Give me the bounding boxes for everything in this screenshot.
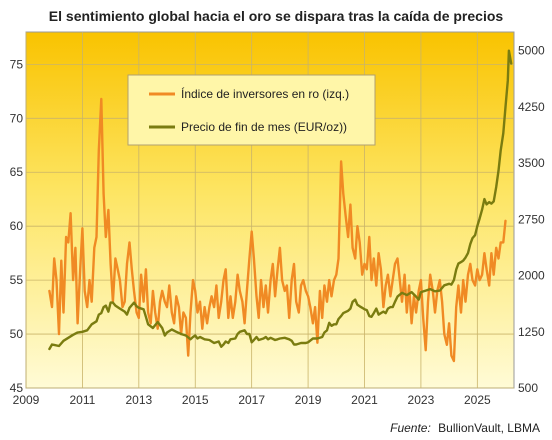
left-tick-label: 55 <box>10 273 24 287</box>
right-tick-label: 3500 <box>518 156 545 170</box>
x-axis: 2009 2011 2013 2015 2017 2019 2021 2023 2025 <box>13 393 491 407</box>
source-text: BullionVault, LBMA <box>438 421 540 435</box>
legend-label-olive: Precio de fin de mes (EUR/oz)) <box>181 120 347 134</box>
left-tick-label: 75 <box>10 57 24 71</box>
x-tick-label: 2011 <box>70 393 96 407</box>
legend-label-orange: Índice de inversores en ro (izq.) <box>181 86 349 101</box>
x-tick-label: 2019 <box>295 393 322 407</box>
right-axis: 500 1250 2000 2750 3500 4250 5000 <box>518 44 545 395</box>
x-tick-label: 2017 <box>238 393 265 407</box>
source-note: Fuente: BullionVault, LBMA <box>390 421 540 435</box>
legend-box <box>127 74 376 146</box>
series-layer <box>48 49 513 363</box>
left-tick-label: 70 <box>10 111 24 125</box>
left-tick-label: 50 <box>10 327 24 341</box>
x-tick-label: 2013 <box>125 393 152 407</box>
x-tick-label: 2021 <box>351 393 378 407</box>
source-label: Fuente: <box>390 421 431 435</box>
right-tick-label: 1250 <box>518 325 545 339</box>
series-line-investor-index <box>48 97 507 363</box>
x-tick-label: 2023 <box>408 393 435 407</box>
legend: Índice de inversores en ro (izq.) Precio… <box>127 74 376 146</box>
x-tick-label: 2009 <box>13 393 40 407</box>
right-tick-label: 500 <box>518 381 538 395</box>
right-tick-label: 5000 <box>518 44 545 58</box>
left-tick-label: 65 <box>10 165 24 179</box>
right-tick-label: 4250 <box>518 100 545 114</box>
left-tick-label: 60 <box>10 219 24 233</box>
left-axis: 45 50 55 60 65 70 75 <box>10 57 24 395</box>
right-tick-label: 2750 <box>518 212 545 226</box>
chart-title: El sentimiento global hacia el oro se di… <box>49 8 504 24</box>
x-tick-label: 2025 <box>464 393 491 407</box>
right-tick-label: 2000 <box>518 269 545 283</box>
left-tick-label: 45 <box>10 381 24 395</box>
x-tick-label: 2015 <box>182 393 209 407</box>
series-line-month-end-price <box>48 49 513 351</box>
